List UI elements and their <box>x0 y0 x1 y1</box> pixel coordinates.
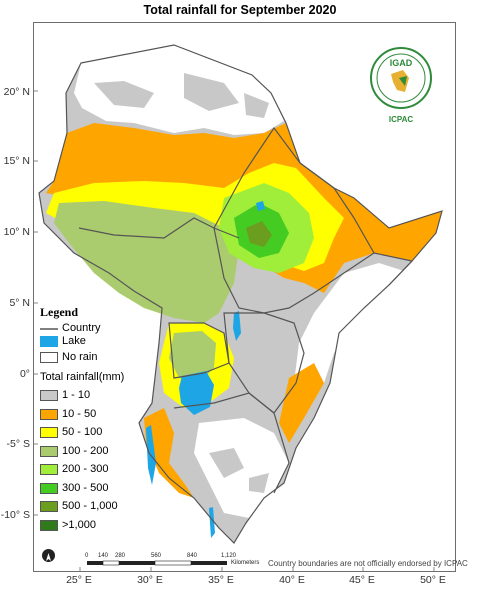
lon-label-50e: 50° E <box>420 574 446 586</box>
lon-label-35e: 35° E <box>208 574 234 586</box>
scale-tick-140: 140 <box>98 553 109 559</box>
scale-bar-graphic <box>87 560 227 566</box>
legend-title: Legend <box>40 305 79 319</box>
outer-boundary <box>38 44 443 544</box>
scale-tick-0: 0 <box>85 553 89 559</box>
scale-unit: Kilometers <box>231 560 260 566</box>
border-kenya <box>223 312 305 414</box>
legend-label: 10 - 50 <box>62 407 97 420</box>
rainfall-legend-title: Total rainfall(mm) <box>40 371 125 383</box>
band-100-200 <box>54 201 239 323</box>
north-arrow-icon <box>42 549 55 562</box>
disclaimer: Country boundaries are not officially en… <box>268 559 468 568</box>
legend-swatch <box>40 427 58 438</box>
legend-swatch <box>40 501 58 512</box>
dry-tanzania-patches <box>209 448 269 493</box>
map-title: Total rainfall for September 2020 <box>143 3 337 17</box>
lat-label-20n: 20° N <box>3 86 30 98</box>
country-line-icon <box>40 328 58 330</box>
border-somalia <box>373 252 414 286</box>
dry-north-patches <box>94 73 269 118</box>
legend-label: 100 - 200 <box>62 444 109 457</box>
scale-tick-280: 280 <box>115 553 126 559</box>
map-frame <box>33 22 456 572</box>
band-500-1000 <box>246 221 272 247</box>
legend-label: 1 - 10 <box>62 389 91 401</box>
rainfall-map <box>34 44 443 571</box>
logo-icpac-text: ICPAC <box>389 115 414 124</box>
border-sudan-ssudan <box>78 217 240 239</box>
band-coast-orange <box>144 408 194 498</box>
lat-label-5s: -5° S <box>6 438 30 450</box>
logo-igad-text: IGAD <box>390 58 413 68</box>
legend-label: 50 - 100 <box>62 426 103 438</box>
lat-label-5n: 5° N <box>9 297 30 309</box>
legend-swatch <box>40 519 58 531</box>
lon-label-40e: 40° E <box>279 574 305 586</box>
lon-label-45e: 45° E <box>349 574 375 586</box>
legend: Legend Country Lake No rain Total rainfa… <box>38 305 156 531</box>
band-uganda-green <box>169 331 216 383</box>
no-rain-swatch <box>40 352 58 363</box>
border-ethiopia <box>213 126 375 314</box>
lat-label-15n: 15° N <box>3 155 30 167</box>
legend-label: >1,000 <box>62 518 96 531</box>
lon-label-25e: 25° E <box>66 574 92 586</box>
legend-swatch <box>40 390 58 401</box>
igad-icpac-logo: IGAD ICPAC <box>369 44 433 130</box>
no-rain-east <box>294 263 404 403</box>
scale-tick-840: 840 <box>187 553 198 559</box>
lat-label-10s: -10° S <box>0 509 30 521</box>
lake-turkana <box>233 311 241 341</box>
scale-tick-560: 560 <box>151 553 162 559</box>
lake-tana <box>256 201 265 211</box>
legend-label: 200 - 300 <box>62 463 109 475</box>
legend-swatch <box>40 408 58 420</box>
scale-tick-1120: 1,120 <box>221 553 237 559</box>
border-tanzania <box>173 392 290 494</box>
lake-swatch <box>40 336 58 347</box>
legend-label: 300 - 500 <box>62 481 109 494</box>
lat-label-0: 0° <box>19 368 30 380</box>
legend-label: 500 - 1,000 <box>62 500 118 512</box>
lat-label-10n: 10° N <box>3 226 30 238</box>
scale-bar: 0 140 280 560 840 1,120 Kilometers <box>85 551 259 575</box>
border-uganda <box>168 322 230 379</box>
lake-malawi <box>209 507 215 538</box>
legend-swatch <box>40 482 58 494</box>
band-east-orange <box>279 363 324 443</box>
legend-swatch <box>40 464 58 475</box>
legend-swatch <box>40 445 58 457</box>
lon-label-30e: 30° E <box>137 574 163 586</box>
